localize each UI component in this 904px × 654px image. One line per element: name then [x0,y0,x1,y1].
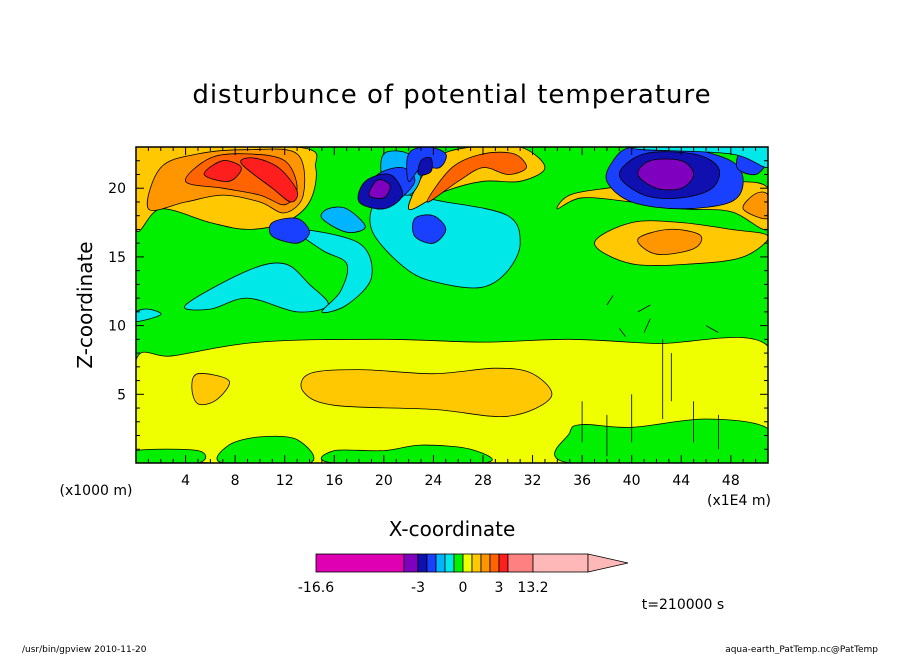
colorbar-segment [532,553,589,573]
x-tick-label: 12 [276,473,294,489]
contour-region [637,158,694,191]
x-tick-label: 20 [375,473,393,489]
colorbar-segment [403,553,419,573]
contour-fill-layer [136,147,768,463]
contour-region [240,157,299,203]
x-tick-label: 32 [524,473,542,489]
colorbar-segment [480,553,491,573]
x-tick-label: 24 [424,473,442,489]
contour-region [216,435,315,463]
colorbar-segment [444,553,455,573]
time-label: t=210000 s [642,597,724,613]
colorbar-segment [417,553,428,573]
chart-title: disturbunce of potential temperature [192,80,711,110]
contour-region [369,193,521,289]
x-unit-label: (x1E4 m) [707,493,771,509]
contour-line [618,328,626,337]
colorbar-segment [315,553,405,573]
colorbar-segment [507,553,534,573]
x-tick-label: 44 [672,473,690,489]
y-axis-label: Z-coordinate [73,241,97,368]
colorbar [315,553,629,573]
colorbar-tick-label: 13.2 [517,580,548,596]
x-tick-label: 48 [722,473,740,489]
y-tick-label: 10 [108,319,126,335]
contour-region [268,217,310,244]
colorbar-tick-labels: -16.6 -3 0 3 13.2 [298,580,549,596]
plot-area [136,147,768,463]
x-tick-label: 8 [231,473,240,489]
footer-left-text: /usr/bin/gpview 2010-11-20 [22,645,147,654]
contour-region [426,151,527,203]
contour-line [637,304,651,313]
colorbar-tick-label: 0 [459,580,468,596]
contour-region [637,228,703,255]
contour-region [300,367,553,418]
colorbar-segment [462,553,473,573]
colorbar-tick-label: 3 [495,580,504,596]
colorbar-extension-arrow [587,553,629,573]
x-axis-label: X-coordinate [389,517,516,541]
contour-region [417,156,433,176]
colorbar-segment [471,553,482,573]
y-unit-label: (x1000 m) [60,483,133,499]
colorbar-segment [489,553,500,573]
colorbar-tick-label: -16.6 [298,580,334,596]
colorbar-segment [498,553,509,573]
contour-region [412,214,447,244]
y-tick-label: 5 [117,387,126,403]
contour-line-layer [581,295,719,457]
plot-frame [135,146,769,464]
x-axis: 4 8 12 16 20 24 28 32 36 40 44 48 [147,147,757,489]
colorbar-tick-label: -3 [411,580,425,596]
contour-region [136,308,162,322]
contour-region [554,418,768,463]
x-tick-label: 36 [573,473,591,489]
contour-region [191,373,230,406]
contour-region [320,444,493,463]
contour-region [742,191,768,220]
x-tick-label: 40 [623,473,641,489]
colorbar-segment [453,553,464,573]
footer-right-text: aqua-earth_PatTemp.nc@PatTemp [725,645,878,654]
y-axis: 5 10 15 20 [108,160,768,450]
x-tick-label: 28 [474,473,492,489]
contour-region [295,228,373,313]
y-tick-label: 15 [108,250,126,266]
colorbar-segment [426,553,437,573]
contour-region [320,206,366,233]
contour-line [606,295,614,306]
contour-region [368,179,391,199]
contour-region [203,160,242,182]
contour-line [643,318,651,333]
colorbar-segment [435,553,446,573]
contour-line [705,325,719,333]
x-tick-label: 16 [325,473,343,489]
contour-region [136,448,207,463]
x-tick-label: 4 [181,473,190,489]
y-tick-label: 20 [108,181,126,197]
